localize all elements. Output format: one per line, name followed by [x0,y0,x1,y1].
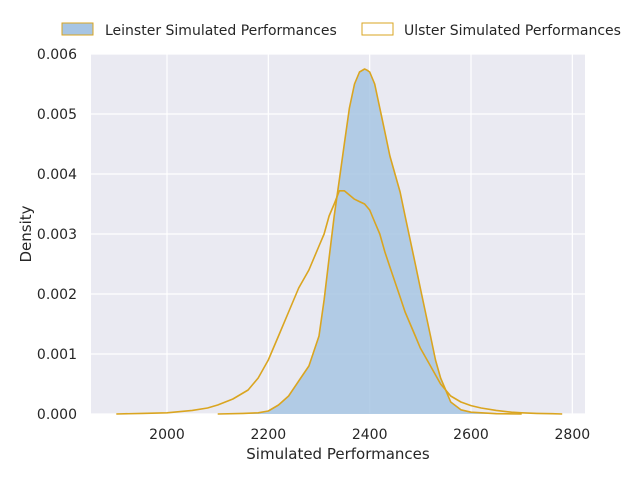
legend-label-ulster: Ulster Simulated Performances [404,23,621,39]
legend-swatch-ulster [361,22,394,36]
legend: Leinster Simulated Performances Ulster S… [61,22,621,39]
y-tick-label: 0.003 [37,227,77,243]
x-tick-label: 2600 [453,427,489,443]
y-tick-label: 0.002 [37,287,77,303]
x-tick-label: 2000 [149,427,185,443]
x-tick-label: 2400 [352,427,388,443]
series-line-ulster [116,190,563,415]
series-line-leinster [217,68,522,415]
y-axis-title: Density [17,205,35,262]
legend-swatch-leinster [61,22,94,36]
series-layer [116,68,563,415]
x-tick-labels: 2000 2200 2400 2600 2800 [149,427,590,443]
y-tick-label: 0.006 [37,47,77,63]
y-tick-label: 0.004 [37,167,77,183]
x-axis-title: Simulated Performances [246,445,430,463]
y-tick-label: 0.005 [37,107,77,123]
y-tick-labels: 0.000 0.001 0.002 0.003 0.004 0.005 0.006 [37,47,77,423]
legend-label-leinster: Leinster Simulated Performances [105,23,337,39]
series-area-leinster [217,69,522,414]
x-tick-label: 2800 [555,427,591,443]
y-tick-label: 0.001 [37,347,77,363]
y-tick-label: 0.000 [37,407,77,423]
x-tick-label: 2200 [251,427,287,443]
